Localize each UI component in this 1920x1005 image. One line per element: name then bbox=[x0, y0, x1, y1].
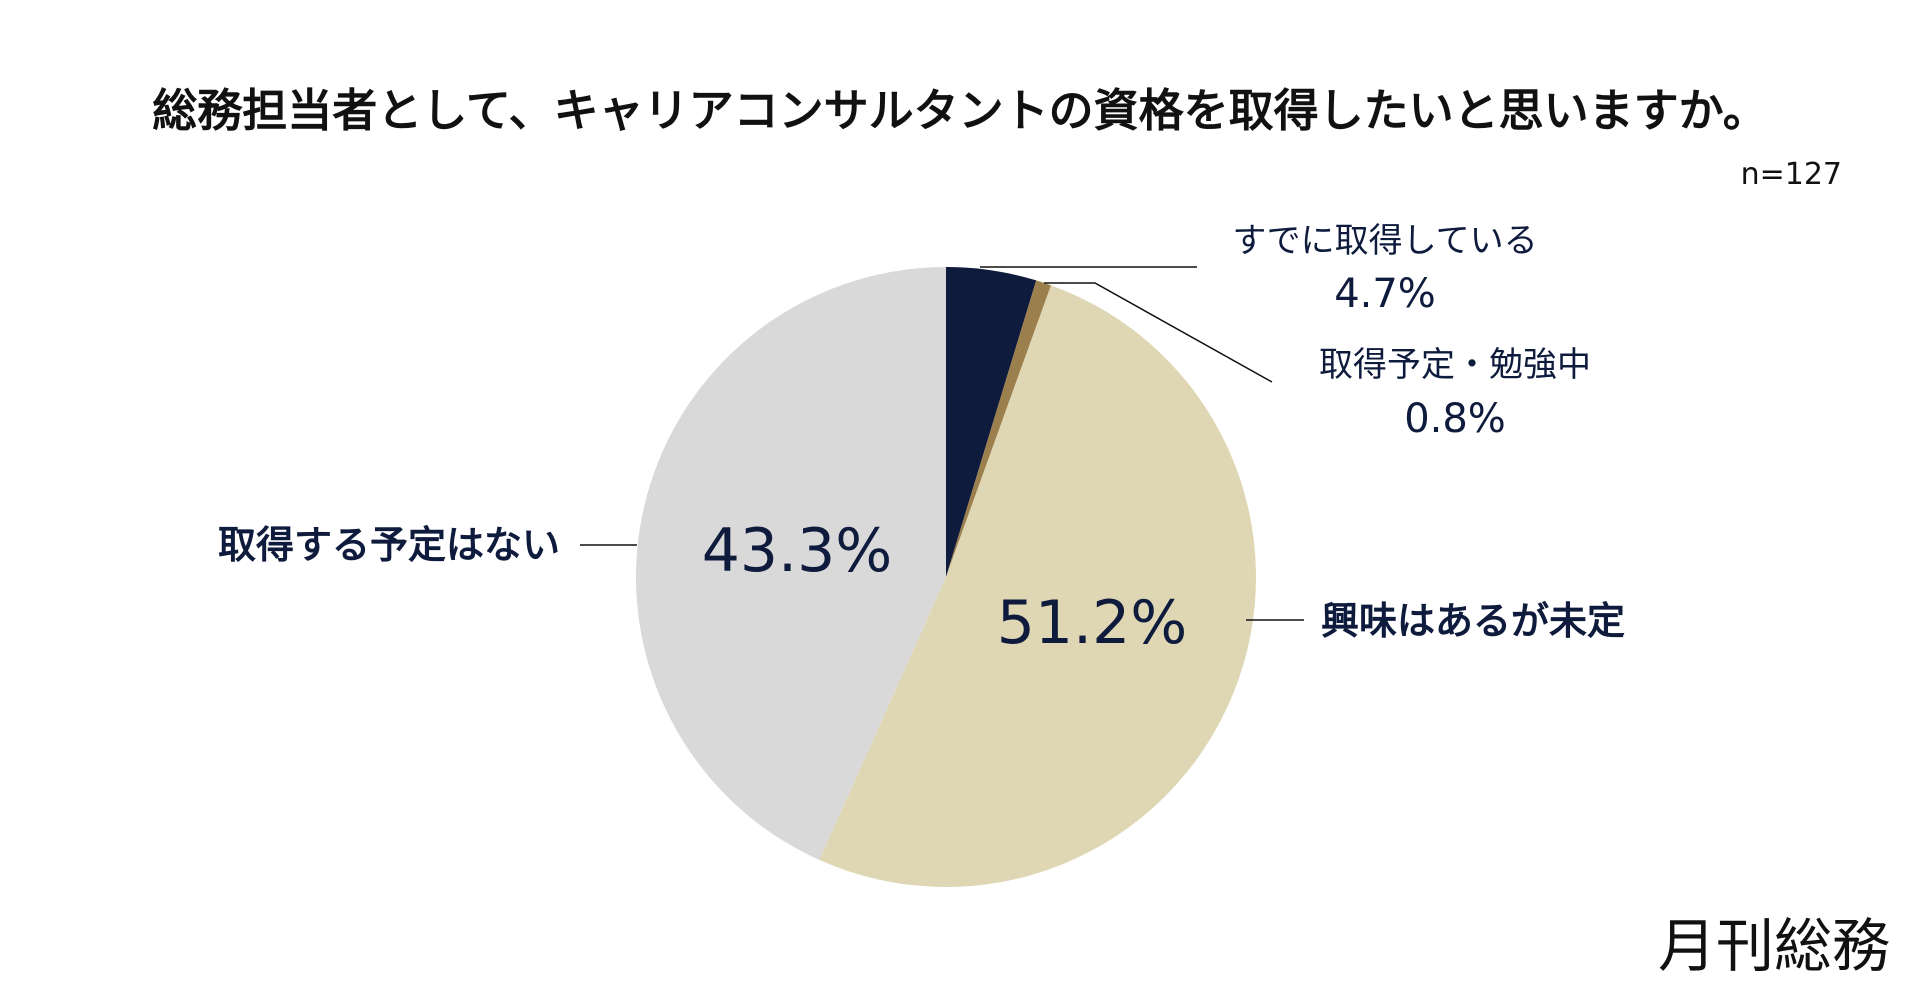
slice-label-no-plan: 取得する予定はない bbox=[218, 523, 560, 567]
slice-label-studying: 取得予定・勉強中 bbox=[1319, 345, 1591, 385]
slice-value-already-obtained: 4.7% bbox=[1334, 271, 1436, 317]
pie-slice-1 bbox=[946, 280, 1052, 577]
slice-value-interested: 51.2% bbox=[997, 588, 1188, 658]
brand-logo: 月刊総務 bbox=[1658, 912, 1890, 980]
leader-line-studying bbox=[1044, 282, 1273, 383]
slice-label-already-obtained: すでに取得している bbox=[1232, 221, 1537, 261]
chart-title: 総務担当者として、キャリアコンサルタントの資格を取得したいと思いますか。 bbox=[152, 84, 1768, 137]
pie-chart bbox=[636, 267, 1257, 888]
slice-label-interested: 興味はあるが未定 bbox=[1321, 599, 1625, 643]
pie-slice-3 bbox=[636, 267, 946, 860]
pie-slice-0 bbox=[946, 267, 1037, 577]
sample-size: n=127 bbox=[1741, 157, 1842, 192]
slice-value-no-plan: 43.3% bbox=[702, 516, 893, 586]
pie-slice-2 bbox=[819, 285, 1257, 888]
slice-value-studying: 0.8% bbox=[1404, 396, 1506, 442]
